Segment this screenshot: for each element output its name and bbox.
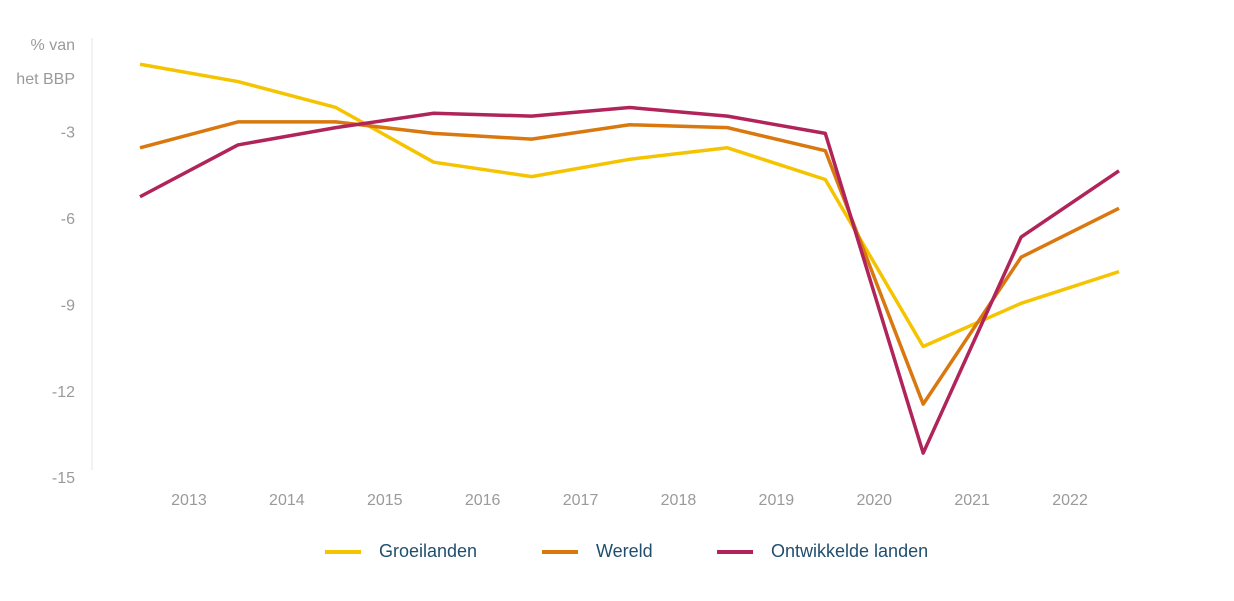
series-line [139,62,1120,349]
x-tick-label: 2014 [269,492,305,509]
legend-label: Groeilanden [379,541,477,561]
y-axis-label: het BBP [16,71,75,88]
x-tick-label: 2019 [759,492,795,509]
y-axis-label: % van [31,37,75,54]
x-tick-label: 2013 [171,492,207,509]
series-line [139,105,1120,455]
x-tick-label: 2021 [954,492,990,509]
legend-label: Ontwikkelde landen [771,541,928,561]
x-tick-label: 2022 [1052,492,1088,509]
y-tick-label: -12 [52,384,75,401]
x-tick-label: 2018 [661,492,697,509]
x-tick-label: 2015 [367,492,403,509]
x-tick-label: 2016 [465,492,501,509]
series-line [139,120,1120,406]
y-tick-label: -15 [52,470,75,487]
y-tick-label: -6 [61,211,75,228]
legend-label: Wereld [596,541,653,561]
y-tick-label: -9 [61,297,75,314]
x-tick-label: 2020 [856,492,892,509]
x-tick-label: 2017 [563,492,599,509]
y-tick-label: -3 [61,125,75,142]
